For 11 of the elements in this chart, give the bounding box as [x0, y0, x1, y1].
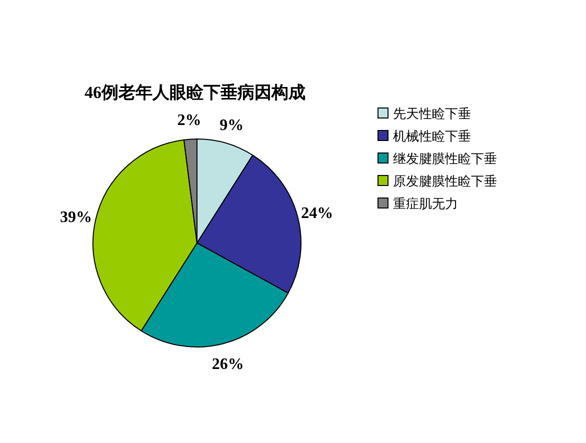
data-label: 24%	[301, 205, 334, 222]
chart-title: 46例老年人眼睑下垂病因构成	[84, 83, 306, 102]
legend-label: 继发腱膜性睑下垂	[393, 151, 497, 166]
legend-label: 先天性睑下垂	[393, 106, 471, 121]
legend-label: 原发腱膜性睑下垂	[393, 174, 497, 188]
legend-label: 机械性睑下垂	[393, 128, 471, 144]
legend-label: 重症肌无力	[393, 196, 458, 211]
data-label: 2%	[177, 112, 202, 130]
data-label: 39%	[60, 208, 92, 226]
data-label: 9%	[220, 116, 244, 134]
data-label: 26%	[212, 356, 244, 374]
